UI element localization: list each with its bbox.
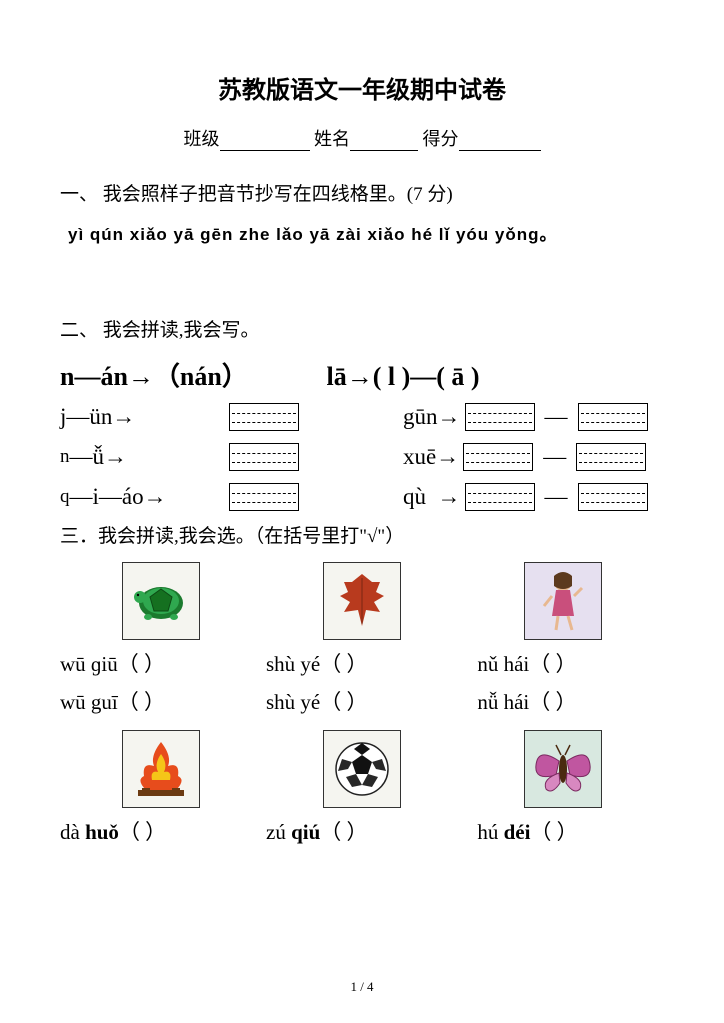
opt-b-pre: zú xyxy=(266,820,291,844)
opt-c: nǔ hái xyxy=(477,652,529,676)
writing-box[interactable] xyxy=(578,403,648,431)
q2-ex-l2: （nán） xyxy=(154,362,248,391)
q2-ex-r: lā→( l )—( ā ) xyxy=(327,362,480,392)
turtle-icon xyxy=(122,562,200,640)
q2-row-3: q—i—áo→ qù → — xyxy=(60,479,664,515)
opt-a-pre: dà xyxy=(60,820,85,844)
opt-b: shù yé xyxy=(266,652,320,676)
writing-box[interactable] xyxy=(578,483,648,511)
q2-r2-rest: —ǚ→ xyxy=(70,444,128,470)
q2-r2-small: n xyxy=(60,446,70,468)
opt-a: wū guī xyxy=(60,690,118,714)
opt-c-bold: déi xyxy=(504,820,531,844)
opt-b: shù yé xyxy=(266,690,320,714)
dash-icon: — xyxy=(545,404,568,430)
student-info-line: 班级 姓名 得分 xyxy=(60,125,664,151)
butterfly-icon xyxy=(524,730,602,808)
fire-icon xyxy=(122,730,200,808)
q3-image-row-2 xyxy=(60,730,664,808)
q3-options-2: dà huǒ（ ） zú qiú（ ） hú déi（ ） xyxy=(60,816,664,846)
blank-name[interactable] xyxy=(350,133,418,151)
opt-a-bold: huǒ xyxy=(85,820,119,844)
q1-sentence: yì qún xiǎo yā gēn zhe lǎo yā zài xiǎo h… xyxy=(60,220,664,245)
label-class: 班级 xyxy=(184,129,220,149)
q2-r3-mid: qù → xyxy=(403,484,461,510)
q2-heading: 二、 我会拼读,我会写。 xyxy=(60,315,664,342)
q2-r1-left: j—ün→ xyxy=(60,404,135,430)
q3-options-1a: wū ɡiū（ ） shù yé（ ） nǔ hái（ ） xyxy=(60,648,664,678)
q2-r3-rest: —i—áo→ xyxy=(70,484,167,510)
girl-icon xyxy=(524,562,602,640)
label-score: 得分 xyxy=(423,129,459,149)
page-title: 苏教版语文一年级期中试卷 xyxy=(60,70,664,105)
writing-box[interactable] xyxy=(229,403,299,431)
writing-box[interactable] xyxy=(463,443,533,471)
opt-c-pre: hú xyxy=(477,820,503,844)
dash-icon: — xyxy=(543,444,566,470)
leaf-icon xyxy=(323,562,401,640)
writing-box[interactable] xyxy=(229,483,299,511)
opt-c: nǚ hái xyxy=(477,690,529,714)
q2-example: n—án→（nán） lā→( l )—( ā ) xyxy=(60,356,664,393)
q3-options-1b: wū guī（ ） shù yé（ ） nǚ hái（ ） xyxy=(60,686,664,716)
q2-r2-mid: xuē→ xyxy=(403,444,459,470)
q2-row-1: j—ün→ gūn→ — xyxy=(60,399,664,435)
q2-r1-mid: gūn→ xyxy=(403,404,461,430)
writing-box[interactable] xyxy=(465,403,535,431)
q2-row-2: n—ǚ→ xuē→ — xyxy=(60,439,664,475)
q3-image-row-1 xyxy=(60,562,664,640)
q3-heading: 三．我会拼读,我会选。（在括号里打"√"） xyxy=(60,521,664,548)
blank-class[interactable] xyxy=(220,133,310,151)
blank-score[interactable] xyxy=(459,133,541,151)
q1-heading: 一、 我会照样子把音节抄写在四线格里。(7 分) xyxy=(60,179,664,206)
dash-icon: — xyxy=(545,484,568,510)
q2-ex-l1: n—án→ xyxy=(60,362,154,391)
writing-box[interactable] xyxy=(465,483,535,511)
q2-r3-small: q xyxy=(60,486,70,508)
opt-b-bold: qiú xyxy=(291,820,320,844)
writing-box[interactable] xyxy=(229,443,299,471)
writing-box[interactable] xyxy=(576,443,646,471)
label-name: 姓名 xyxy=(314,129,350,149)
opt-a: wū ɡiū xyxy=(60,652,118,676)
page-number: 1 / 4 xyxy=(0,979,724,995)
soccer-ball-icon xyxy=(323,730,401,808)
